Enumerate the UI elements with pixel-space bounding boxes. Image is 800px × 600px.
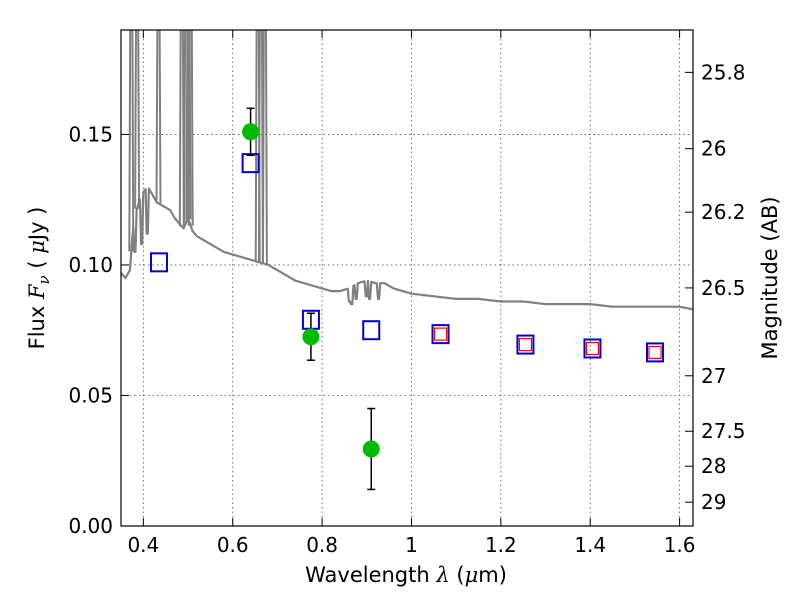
- comparison-square: [585, 341, 600, 356]
- emission-line: [128, 30, 135, 252]
- comparison-square: [648, 345, 662, 359]
- y-axis-title: Flux Fν ( μJy ): [25, 207, 53, 350]
- model-photometry-square: [431, 324, 450, 345]
- x-tick-label: 1.6: [664, 533, 696, 557]
- x-tick-label: 1.2: [485, 533, 517, 557]
- magnitude-tick-label: 25.8: [701, 60, 746, 84]
- emission-line: [261, 30, 268, 264]
- magnitude-tick-label: 26: [701, 137, 726, 161]
- model-photometry-square: [149, 252, 168, 273]
- photometry-markers: [149, 107, 665, 491]
- y-tick-label: 0.00: [68, 514, 113, 538]
- magnitude-tick-label: 27.5: [701, 419, 746, 443]
- magnitude-tick-label: 26.5: [701, 276, 746, 300]
- magnitude-axis-title: Magnitude (AB): [758, 196, 782, 359]
- x-tick-label: 0.8: [306, 533, 338, 557]
- magnitude-tick-label: 29: [701, 490, 726, 514]
- y-tick-label: 0.05: [68, 383, 113, 407]
- emission-line: [134, 30, 141, 209]
- magnitude-tick-label: 28: [701, 454, 726, 478]
- spectrum-continuum: [121, 187, 693, 311]
- model-photometry-square: [646, 342, 665, 363]
- y-tick-label: 0.15: [68, 122, 113, 146]
- model-photometry-square: [583, 338, 602, 359]
- comparison-square: [433, 327, 448, 341]
- observed-point: [302, 328, 320, 346]
- observed-point: [242, 123, 260, 141]
- x-tick-label: 0.6: [217, 533, 249, 557]
- x-axis-title: Wavelength λ (μm): [305, 563, 507, 587]
- y-tick-label: 0.10: [68, 253, 113, 277]
- model-spectrum: [121, 30, 693, 311]
- x-tick-label: 1.4: [574, 533, 606, 557]
- observed-point: [362, 440, 380, 458]
- x-tick-label: 1: [405, 533, 418, 557]
- emission-line: [178, 30, 185, 227]
- emission-line: [155, 30, 162, 204]
- magnitude-tick-label: 26.2: [701, 200, 746, 224]
- model-photometry-square: [516, 334, 535, 355]
- axis-ticks: 0.4 0.6 0.8 1 1.2 1.4 1.6 0.00 0.05 0.10 0.15 25.8 2…: [68, 30, 746, 557]
- plot-frame: [120, 29, 694, 527]
- magnitude-tick-label: 27: [701, 364, 726, 388]
- plot-area: [121, 30, 693, 526]
- model-photometry-square: [362, 320, 381, 341]
- x-tick-label: 0.4: [127, 533, 159, 557]
- emission-line: [187, 30, 194, 226]
- comparison-square: [518, 337, 533, 352]
- emission-line: [257, 30, 264, 263]
